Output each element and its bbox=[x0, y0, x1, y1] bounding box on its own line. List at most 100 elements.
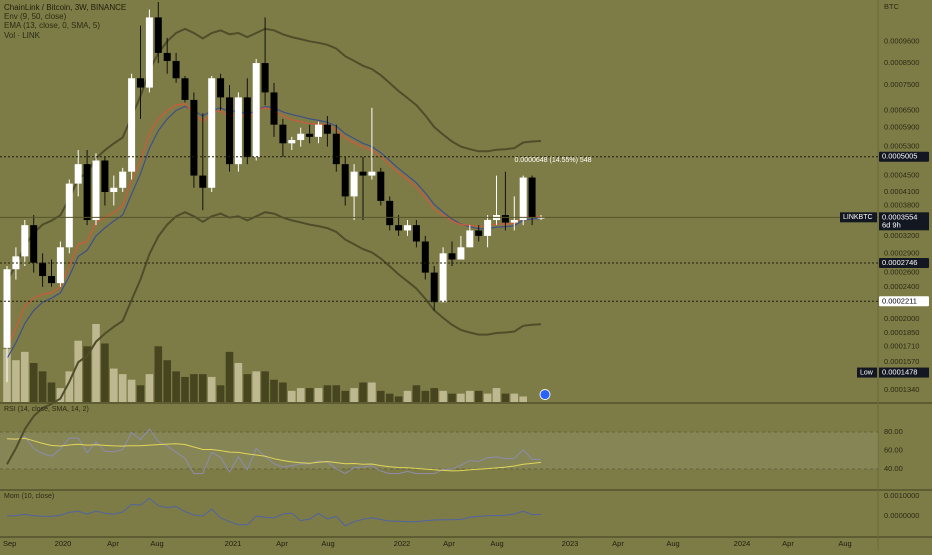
time-tick-label: 2022 bbox=[394, 539, 411, 548]
countdown-label: 6d 9h bbox=[882, 220, 901, 229]
candle-body bbox=[413, 225, 420, 241]
volume-bar bbox=[457, 394, 465, 402]
candle-body bbox=[164, 53, 171, 61]
candle-body bbox=[4, 269, 11, 348]
volume-bar bbox=[137, 385, 145, 402]
volume-bar bbox=[217, 385, 225, 402]
candle-body bbox=[422, 241, 429, 272]
volume-bar bbox=[172, 371, 180, 402]
candle-body bbox=[475, 230, 482, 235]
price-tick-label: 0.0006500 bbox=[884, 105, 919, 114]
volume-bar bbox=[297, 388, 305, 402]
indicator-volume[interactable]: Vol · LINK bbox=[4, 31, 126, 40]
volume-bar bbox=[341, 391, 349, 402]
candle-body bbox=[84, 164, 91, 220]
candle-body bbox=[66, 184, 73, 248]
volume-bar bbox=[163, 360, 171, 402]
volume-bar bbox=[155, 346, 163, 402]
price-tick-label: 0.0003200 bbox=[884, 231, 919, 240]
candle-body bbox=[39, 263, 46, 276]
candle-body bbox=[217, 78, 224, 97]
badge-upper: 0.0005005 bbox=[882, 152, 917, 161]
volume-bar bbox=[74, 341, 82, 402]
volume-bar bbox=[475, 391, 483, 402]
volume-bar bbox=[377, 391, 385, 402]
candle-body bbox=[190, 100, 197, 176]
time-tick-label: Aug bbox=[321, 539, 334, 548]
indicator-ema[interactable]: EMA (13, close, 0, SMA, 5) bbox=[4, 21, 126, 30]
candle-body bbox=[306, 134, 313, 137]
time-tick-label: 2023 bbox=[562, 539, 579, 548]
volume-bar bbox=[128, 380, 136, 402]
candle-body bbox=[457, 247, 464, 259]
flash-icon[interactable] bbox=[540, 390, 550, 400]
price-tick-label: 0.0007500 bbox=[884, 80, 919, 89]
candle-body bbox=[466, 230, 473, 247]
rsi-label[interactable]: RSI (14, close, SMA, 14, 2) bbox=[4, 406, 89, 413]
volume-bar bbox=[48, 383, 56, 403]
mom-tick-label: 0.0000000 bbox=[884, 511, 919, 520]
price-axis: BTC 0.0009600 0.0008500 0.0007500 0.0006500 0… bbox=[884, 2, 919, 394]
candle-body bbox=[395, 225, 402, 230]
candle-body bbox=[449, 253, 456, 259]
envelope-basis-line bbox=[7, 107, 541, 359]
time-tick-label: Aug bbox=[150, 539, 163, 548]
price-tick-label: 0.0002900 bbox=[884, 248, 919, 257]
candle-body bbox=[235, 97, 242, 164]
time-tick-label: Aug bbox=[490, 539, 503, 548]
price-tick-label: 0.0004100 bbox=[884, 187, 919, 196]
volume-bar bbox=[226, 352, 234, 402]
candle-body bbox=[146, 17, 153, 87]
volume-bar bbox=[395, 396, 403, 402]
time-tick-label: Apr bbox=[443, 539, 455, 548]
volume-bar bbox=[288, 391, 296, 402]
low-badge: 0.0001478 bbox=[882, 368, 917, 377]
ema-line bbox=[7, 104, 541, 348]
price-tick-label: 0.0005300 bbox=[884, 142, 919, 151]
candle-body bbox=[93, 160, 100, 220]
volume-bar bbox=[413, 385, 421, 402]
candle-body bbox=[360, 172, 367, 176]
volume-bars bbox=[3, 324, 527, 402]
momentum-label[interactable]: Mom (10, close) bbox=[4, 493, 54, 500]
candle-body bbox=[244, 97, 251, 157]
indicator-env[interactable]: Env (9, 50, close) bbox=[4, 12, 126, 21]
candle-body bbox=[431, 273, 438, 303]
time-tick-label: Apr bbox=[107, 539, 119, 548]
time-tick-label: Apr bbox=[276, 539, 288, 548]
symbol-title[interactable]: ChainLink / Bitcoin, 3W, BINANCE bbox=[4, 3, 126, 12]
volume-bar bbox=[368, 383, 376, 403]
volume-bar bbox=[190, 374, 198, 402]
candle-body bbox=[368, 172, 375, 176]
volume-bar bbox=[30, 363, 38, 402]
volume-bar bbox=[430, 388, 438, 402]
time-tick-label: Aug bbox=[838, 539, 851, 548]
volume-bar bbox=[493, 388, 501, 402]
candle-body bbox=[279, 125, 286, 144]
candle-body bbox=[110, 188, 117, 192]
candle-body bbox=[119, 172, 126, 188]
time-tick-label: 2021 bbox=[225, 539, 242, 548]
volume-bar bbox=[511, 394, 519, 402]
axis-currency: BTC bbox=[884, 2, 900, 11]
volume-bar bbox=[279, 383, 287, 403]
volume-bar bbox=[181, 377, 189, 402]
volume-bar bbox=[252, 371, 260, 402]
candle-body bbox=[502, 215, 509, 223]
volume-bar bbox=[466, 391, 474, 402]
volume-bar bbox=[208, 377, 216, 402]
candle-body bbox=[226, 97, 233, 164]
price-tick-label: 0.0004500 bbox=[884, 171, 919, 180]
volume-bar bbox=[484, 394, 492, 402]
price-tick-label: 0.0002400 bbox=[884, 282, 919, 291]
candle-body bbox=[262, 63, 269, 92]
rsi-tick-label: 40.00 bbox=[884, 464, 903, 473]
price-tick-label: 0.0002000 bbox=[884, 314, 919, 323]
volume-bar bbox=[261, 371, 269, 402]
candlesticks bbox=[4, 2, 545, 382]
volume-bar bbox=[350, 388, 358, 402]
time-tick-label: 2020 bbox=[55, 539, 72, 548]
volume-bar bbox=[39, 371, 47, 402]
